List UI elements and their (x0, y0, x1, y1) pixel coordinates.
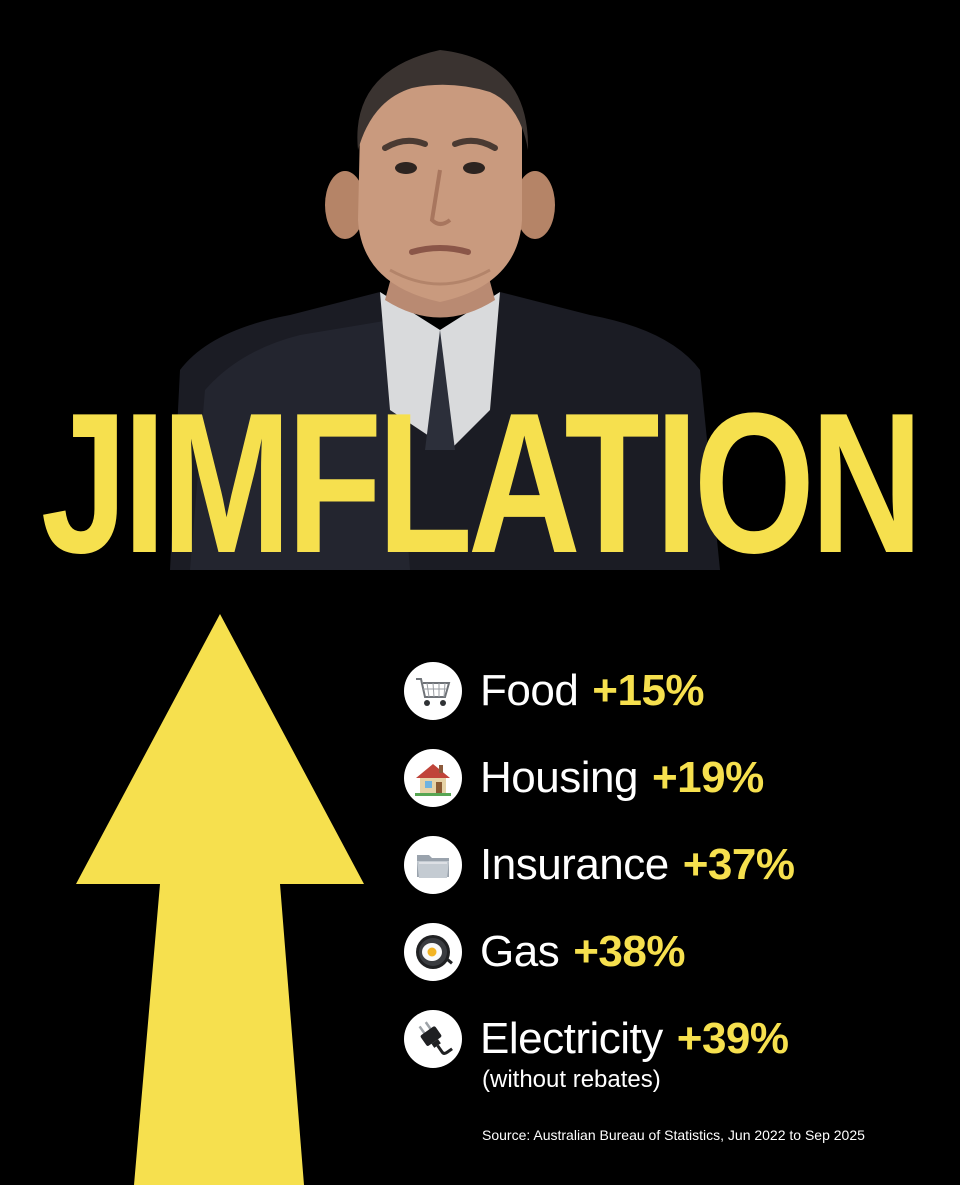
fried-egg-pan-icon (404, 923, 462, 981)
item-label: Insurance (480, 840, 669, 889)
rebates-note: (without rebates) (482, 1066, 661, 1093)
shopping-cart-icon (404, 662, 462, 720)
item-label: Gas (480, 927, 560, 976)
list-item-electricity: Electricity +39% (404, 1008, 944, 1070)
portrait-image (150, 30, 730, 570)
headline-container: JIMFLATION (0, 384, 960, 584)
electric-plug-icon (404, 1010, 462, 1068)
item-value: +37% (682, 840, 795, 889)
list-item-gas: Gas +38% (404, 921, 944, 983)
list-item-insurance: Insurance +37% (404, 834, 944, 896)
item-value: +19% (651, 753, 764, 802)
inflation-list: Food +15% Housing +19% (404, 660, 944, 1070)
folder-icon (404, 836, 462, 894)
item-label: Electricity (480, 1014, 663, 1063)
house-icon (404, 749, 462, 807)
list-item-food: Food +15% (404, 660, 944, 722)
headline-title: JIMFLATION (41, 372, 923, 595)
source-citation: Source: Australian Bureau of Statistics,… (482, 1127, 865, 1143)
item-value: +39% (676, 1014, 789, 1063)
item-label: Housing (480, 753, 638, 802)
up-arrow-graphic (76, 614, 364, 1185)
item-value: +15% (592, 666, 705, 715)
item-value: +38% (573, 927, 685, 976)
item-label: Food (480, 666, 579, 715)
list-item-housing: Housing +19% (404, 747, 944, 809)
